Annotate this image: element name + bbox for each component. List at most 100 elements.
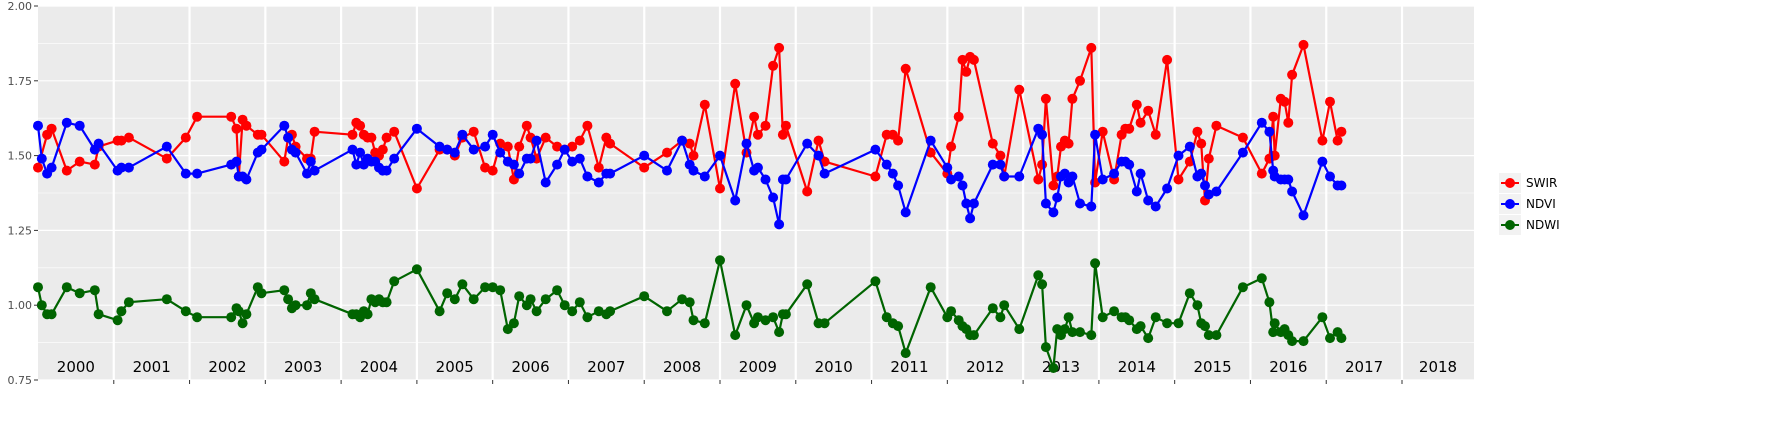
data-point-ndvi (987, 159, 998, 170)
data-point-ndwi (1150, 312, 1161, 323)
data-point-ndwi (487, 282, 498, 293)
data-point-ndvi (1150, 201, 1161, 212)
data-point-ndwi (925, 282, 936, 293)
data-point-ndvi (768, 192, 779, 203)
data-point-swir (226, 111, 237, 122)
year-label: 2003 (284, 358, 322, 376)
data-point-swir (161, 153, 172, 164)
data-point-swir (309, 126, 320, 137)
data-point-swir (46, 123, 57, 134)
data-point-ndvi (730, 195, 741, 206)
data-point-swir (1040, 93, 1051, 104)
data-point-swir (502, 141, 513, 152)
data-point-ndwi (1173, 318, 1184, 329)
data-point-ndvi (881, 159, 892, 170)
data-point-ndwi (1063, 312, 1074, 323)
data-point-ndvi (965, 213, 976, 224)
data-point-ndwi (688, 315, 699, 326)
y-axis: 0.75 1.00 1.25 1.50 1.75 2.00 (8, 0, 1403, 387)
data-point-swir (995, 150, 1006, 161)
data-point-swir (730, 78, 741, 89)
data-point-ndvi (241, 174, 252, 185)
data-point-ndvi (574, 153, 585, 164)
data-point-ndvi (1067, 171, 1078, 182)
data-point-swir (1067, 93, 1078, 104)
data-point-swir (355, 120, 366, 131)
data-point-ndwi (226, 312, 237, 323)
data-point-swir (1192, 126, 1203, 137)
data-point-ndvi (442, 144, 453, 155)
data-point-ndvi (309, 165, 320, 176)
data-point-ndwi (1211, 330, 1222, 341)
data-point-ndvi (567, 156, 578, 167)
data-point-ndwi (531, 306, 542, 317)
data-point-ndvi (256, 144, 267, 155)
data-point-swir (1268, 111, 1279, 122)
data-point-ndvi (699, 171, 710, 182)
data-point-ndvi (514, 168, 525, 179)
data-point-ndwi (237, 318, 248, 329)
year-labels: 2000 2001 2002 2003 2004 2005 2006 2007 2008 2009… (57, 358, 1457, 376)
data-point-ndwi (1264, 297, 1275, 308)
year-label: 2010 (815, 358, 853, 376)
data-point-ndvi (302, 168, 312, 179)
data-point-ndvi (46, 162, 57, 173)
y-tick-label: 1.75 (8, 75, 33, 88)
year-label: 2017 (1345, 358, 1383, 376)
data-point-swir (774, 42, 785, 53)
data-point-ndwi (36, 300, 47, 311)
data-point-ndvi (279, 120, 290, 131)
data-point-ndwi (946, 306, 957, 317)
data-point-swir (256, 129, 267, 140)
data-point-ndwi (1203, 330, 1214, 341)
data-point-ndwi (870, 276, 881, 287)
data-point-ndvi (1196, 168, 1207, 179)
data-point-ndvi (381, 165, 392, 176)
data-point-ndwi (1090, 258, 1101, 269)
data-point-ndwi (1124, 315, 1135, 326)
data-point-ndwi (389, 276, 400, 287)
data-point-ndwi (1184, 288, 1195, 299)
data-point-swir (574, 135, 585, 146)
data-point-ndvi (741, 138, 752, 149)
year-label: 2006 (511, 358, 549, 376)
data-point-ndvi (61, 117, 72, 128)
data-point-ndwi (480, 282, 491, 293)
year-label: 2018 (1419, 358, 1457, 376)
data-point-ndvi (1059, 168, 1070, 179)
data-point-swir (1124, 123, 1135, 134)
data-point-swir (1014, 84, 1025, 95)
data-point-ndvi (74, 120, 85, 131)
data-point-swir (1075, 75, 1085, 86)
data-point-ndvi (1211, 186, 1222, 197)
data-point-ndwi (1086, 330, 1097, 341)
data-point-ndwi (730, 330, 741, 341)
data-point-ndwi (540, 294, 551, 305)
data-point-swir (639, 162, 650, 173)
data-point-swir (1256, 168, 1267, 179)
data-point-ndvi (495, 147, 506, 158)
data-point-ndvi (1131, 186, 1142, 197)
data-point-ndvi (780, 174, 791, 185)
data-point-swir (1037, 159, 1048, 170)
data-point-ndwi (699, 318, 710, 329)
data-point-ndvi (999, 171, 1010, 182)
data-point-ndwi (1059, 324, 1070, 335)
data-point-ndwi (881, 312, 892, 323)
data-point-ndvi (36, 153, 47, 164)
data-point-ndvi (1203, 189, 1214, 200)
year-label: 2013 (1042, 358, 1080, 376)
data-point-ndvi (925, 135, 936, 146)
data-point-ndvi (1162, 183, 1173, 194)
data-point-ndwi (1033, 270, 1044, 281)
data-point-ndvi (1200, 180, 1210, 191)
data-point-swir (953, 111, 964, 122)
data-point-swir (279, 156, 290, 167)
data-point-ndvi (1184, 141, 1195, 152)
data-point-ndwi (1162, 318, 1173, 329)
data-point-ndwi (1200, 321, 1210, 332)
data-point-swir (1097, 126, 1108, 137)
data-point-ndwi (112, 315, 123, 326)
data-point-ndwi (1317, 312, 1328, 323)
